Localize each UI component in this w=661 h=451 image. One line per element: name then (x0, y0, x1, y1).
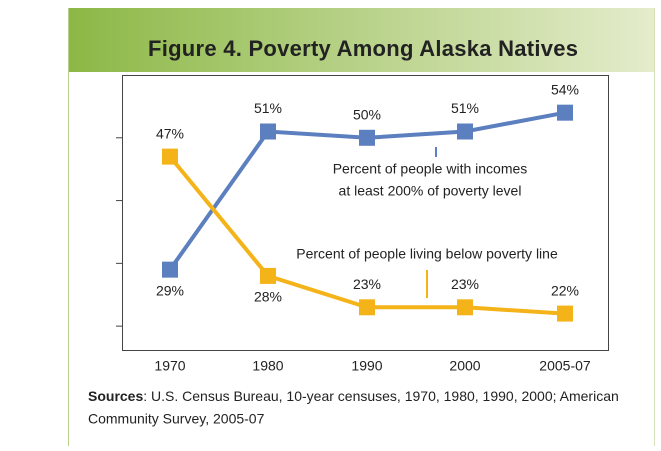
x-tick-label: 1990 (351, 358, 382, 374)
sources-text: Community Survey, 2005-07 (88, 411, 265, 427)
annotation: Percent of people with incomes (333, 161, 528, 177)
data-label: 23% (451, 276, 479, 292)
point (260, 267, 276, 284)
point (359, 299, 375, 316)
point (359, 129, 375, 146)
point (260, 123, 276, 140)
x-tick-label: 2005-07 (539, 358, 591, 374)
data-label: 47% (156, 125, 184, 141)
data-label: 22% (551, 282, 579, 298)
data-label: 54% (551, 81, 579, 97)
point (557, 305, 573, 322)
x-tick-label: 1970 (154, 358, 185, 374)
point (162, 148, 178, 165)
x-tick-label: 2000 (449, 358, 480, 374)
header-band (68, 8, 655, 72)
sources: Sources: U.S. Census Bureau, 10-year cen… (88, 388, 619, 404)
data-label: 29% (156, 282, 184, 298)
sources-text: : U.S. Census Bureau, 10-year censuses, … (143, 388, 619, 404)
data-label: 28% (254, 289, 282, 305)
annotation: at least 200% of poverty level (339, 183, 522, 199)
point (162, 261, 178, 278)
plot-frame (122, 75, 609, 351)
data-label: 51% (451, 100, 479, 116)
x-tick-label: 1980 (252, 358, 283, 374)
annotation: Percent of people living below poverty l… (296, 246, 558, 262)
data-label: 23% (353, 276, 381, 292)
point (557, 104, 573, 121)
sources-label: Sources (88, 388, 143, 404)
point (457, 123, 473, 140)
chart-title: Figure 4. Poverty Among Alaska Natives (148, 36, 578, 61)
data-label: 50% (353, 106, 381, 122)
data-label: 51% (254, 100, 282, 116)
point (457, 299, 473, 316)
